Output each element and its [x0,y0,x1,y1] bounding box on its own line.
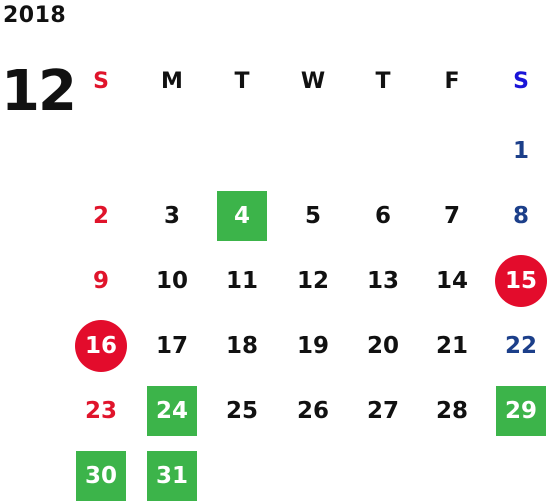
day-cell-31[interactable]: 31 [147,451,197,501]
month-number: 12 [1,59,77,124]
day-cell-30[interactable]: 30 [76,451,126,501]
day-cell-10[interactable]: 10 [155,268,188,294]
day-cell-6[interactable]: 6 [374,203,391,229]
day-cell-4[interactable]: 4 [217,191,267,241]
day-cell-2[interactable]: 2 [92,203,109,229]
day-cell-14[interactable]: 14 [435,268,468,294]
weekday-header-fri: F [444,68,460,94]
weekday-header-mon: M [161,68,183,94]
year-label: 2018 [3,3,67,28]
day-cell-21[interactable]: 21 [435,333,468,359]
day-cell-17[interactable]: 17 [155,333,188,359]
weekday-header-sat: S [513,68,529,94]
day-cell-25[interactable]: 25 [225,398,258,424]
day-cell-1[interactable]: 1 [512,138,529,164]
day-cell-18[interactable]: 18 [225,333,258,359]
day-cell-27[interactable]: 27 [366,398,399,424]
day-cell-9[interactable]: 9 [92,268,109,294]
day-cell-3[interactable]: 3 [163,203,180,229]
day-cell-7[interactable]: 7 [443,203,460,229]
day-cell-16[interactable]: 16 [75,320,127,372]
day-cell-5[interactable]: 5 [304,203,321,229]
day-cell-24[interactable]: 24 [147,386,197,436]
day-cell-29[interactable]: 29 [496,386,546,436]
day-cell-26[interactable]: 26 [296,398,329,424]
weekday-header-wed: W [300,68,326,94]
day-cell-15[interactable]: 15 [495,255,547,307]
day-cell-13[interactable]: 13 [366,268,399,294]
day-cell-8[interactable]: 8 [512,203,529,229]
weekday-header-thu: T [375,68,391,94]
day-cell-28[interactable]: 28 [435,398,468,424]
weekday-header-sun: S [93,68,109,94]
day-cell-12[interactable]: 12 [296,268,329,294]
day-cell-20[interactable]: 20 [366,333,399,359]
day-cell-22[interactable]: 22 [504,333,537,359]
day-cell-19[interactable]: 19 [296,333,329,359]
weekday-header-tue: T [234,68,250,94]
day-cell-23[interactable]: 23 [84,398,117,424]
day-cell-11[interactable]: 11 [225,268,258,294]
